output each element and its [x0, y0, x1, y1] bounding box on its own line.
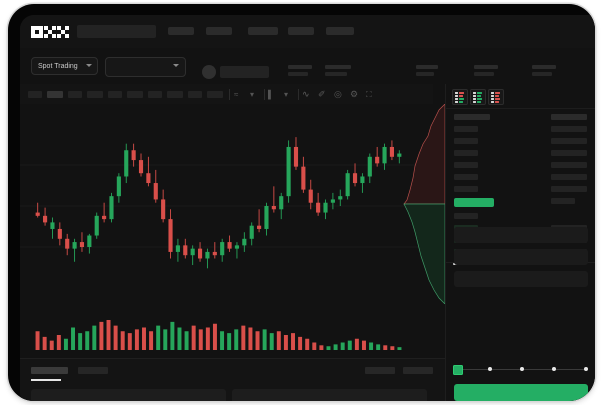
orderbook-ask-size	[551, 126, 587, 132]
stat-volume-24h	[416, 65, 438, 76]
orderbook-mode-bids[interactable]	[470, 89, 486, 105]
tf-9[interactable]	[188, 91, 202, 98]
bottom-skeleton-card-1	[31, 389, 226, 401]
orderbook-ask-row[interactable]	[454, 138, 478, 144]
orderbook-ask-row[interactable]	[454, 162, 478, 168]
orderbook-ask-size	[551, 138, 587, 144]
toolbar-divider-3	[298, 89, 299, 100]
pair-coin-avatar	[202, 65, 216, 79]
chevron-down-icon	[86, 64, 92, 67]
tf-4[interactable]	[87, 91, 103, 98]
line-chart-icon[interactable]: ∿	[302, 89, 310, 99]
orderbook-mode-group	[450, 87, 592, 107]
orders-tab-underline	[31, 379, 61, 381]
pair-name-placeholder	[220, 66, 269, 78]
nav-item-2[interactable]	[206, 27, 232, 35]
tf-2[interactable]	[47, 91, 63, 98]
settings-gear-icon[interactable]: ⚙	[350, 89, 359, 99]
drawing-pencil-icon[interactable]: ✐	[318, 89, 326, 99]
orderbook-ask-size	[551, 174, 587, 180]
bottom-action-1[interactable]	[365, 367, 395, 374]
stat-last-price	[288, 65, 312, 76]
trading-pair-selector[interactable]	[105, 57, 186, 77]
market-depth-overlay	[401, 104, 445, 304]
tf-3[interactable]	[68, 91, 82, 98]
tf-7[interactable]	[148, 91, 162, 98]
stat-high-low	[474, 65, 498, 76]
chevron-down-icon-2[interactable]: ▾	[284, 90, 289, 99]
device-frame: Spot Trading ≈ ▾	[8, 4, 595, 401]
orderbook-ask-row[interactable]	[454, 150, 478, 156]
app-screen: Spot Trading ≈ ▾	[20, 15, 595, 401]
chevron-down-icon-1[interactable]: ▾	[250, 90, 255, 99]
positions-tab[interactable]	[78, 367, 108, 374]
tf-1[interactable]	[28, 91, 42, 98]
slider-stop-75[interactable]	[552, 367, 556, 371]
stat-extra	[532, 65, 556, 76]
slider-stop-100[interactable]	[584, 367, 588, 371]
market-sub-header: Spot Trading	[20, 48, 595, 84]
bottom-skeleton-card-2	[232, 389, 427, 401]
orderbook-ask-size	[551, 162, 587, 168]
orderbook-divider	[446, 108, 595, 109]
orderbook-ask-row[interactable]	[454, 174, 478, 180]
okx-logo[interactable]	[31, 26, 69, 38]
orders-tab[interactable]	[31, 367, 68, 374]
chart-toolbar: ≈ ▾ ▌ ▾ ∿ ✐ ◎ ⚙ ⛶	[20, 84, 433, 105]
nav-item-5[interactable]	[326, 27, 354, 35]
toolbar-divider-1	[229, 89, 230, 100]
depth-asks-area	[403, 104, 445, 205]
top-navigation-bar	[20, 15, 595, 48]
orders-bottom-panel	[20, 358, 445, 401]
magnet-icon[interactable]: ◎	[334, 89, 342, 99]
search-input[interactable]	[77, 25, 156, 38]
orderbook-mode-asks[interactable]	[488, 89, 504, 105]
volume-svg	[35, 320, 402, 350]
depth-bids-area	[403, 203, 445, 304]
orderbook-ask-row[interactable]	[454, 114, 490, 120]
depth-svg	[403, 104, 445, 304]
indicator-label-icon[interactable]: ≈	[234, 90, 239, 99]
amount-percent-slider-handle[interactable]	[453, 365, 463, 375]
volume-histogram	[20, 308, 433, 358]
orderbook-ask-size	[551, 150, 587, 156]
market-type-dropdown[interactable]: Spot Trading	[31, 57, 98, 75]
nav-item-4[interactable]	[288, 27, 314, 35]
orderbook-ask-size	[551, 186, 587, 192]
fullscreen-icon[interactable]: ⛶	[366, 90, 372, 99]
orderbook-bid-row[interactable]	[454, 213, 478, 219]
order-total-field[interactable]	[454, 271, 588, 287]
candlestick-svg	[20, 137, 433, 269]
candlestick-chart[interactable]	[20, 104, 433, 308]
tf-10[interactable]	[207, 91, 223, 98]
orderbook-spread-size	[551, 198, 575, 204]
chevron-down-icon	[173, 64, 179, 67]
nav-item-1[interactable]	[168, 27, 194, 35]
slider-stop-25[interactable]	[488, 367, 492, 371]
stat-change-24h	[325, 65, 351, 76]
tf-6[interactable]	[127, 91, 143, 98]
orderbook-ask-size	[551, 114, 587, 120]
tf-8[interactable]	[167, 91, 183, 98]
slider-stop-50[interactable]	[520, 367, 524, 371]
chart-type-icon[interactable]: ▌	[268, 90, 274, 99]
order-amount-field[interactable]	[454, 249, 588, 265]
order-price-field[interactable]	[454, 227, 588, 243]
orderbook-ask-row[interactable]	[454, 186, 478, 192]
nav-item-3[interactable]	[248, 27, 278, 35]
orderbook-spread-price	[454, 198, 494, 207]
orderbook-mode-both[interactable]	[452, 89, 468, 105]
toolbar-divider-2	[264, 89, 265, 100]
orderbook-ask-row[interactable]	[454, 126, 478, 132]
place-order-button[interactable]	[454, 384, 588, 401]
bottom-action-2[interactable]	[403, 367, 433, 374]
tf-5[interactable]	[108, 91, 122, 98]
market-type-label: Spot Trading	[38, 63, 78, 70]
orderbook-trade-panel: Buy Sell	[445, 84, 595, 401]
